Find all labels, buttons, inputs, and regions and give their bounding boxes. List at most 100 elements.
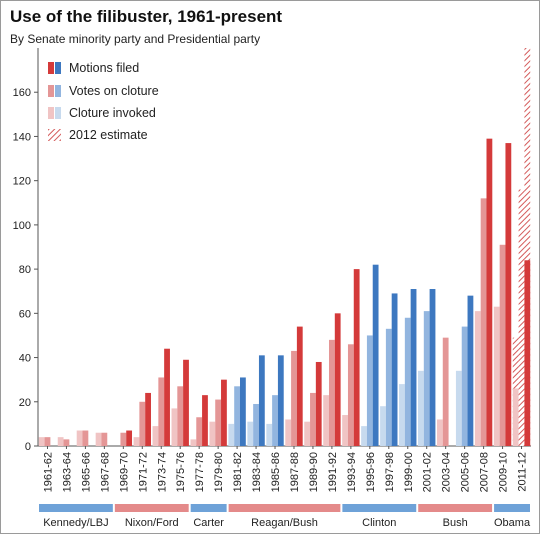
bars: [38, 48, 531, 447]
president-label: Kennedy/LBJ: [43, 517, 108, 529]
bar-motions-filed: [467, 295, 474, 446]
x-tick-label: 1965-66: [80, 452, 92, 492]
bar-votes-on-cloture: [234, 386, 240, 446]
legend-swatch-minority-dem: [48, 85, 54, 97]
bar-cloture-invoked: [380, 406, 386, 446]
x-tick-label: 1967-68: [99, 452, 111, 492]
bar-votes-on-cloture: [366, 335, 373, 446]
bar-motions-filed: [334, 313, 341, 446]
x-tick-label: 1993-94: [346, 452, 358, 492]
y-tick-label: 60: [19, 308, 31, 320]
chart-subtitle: By Senate minority party and Presidentia…: [10, 32, 261, 46]
bar-cloture-invoked: [57, 437, 64, 446]
bar-votes-on-cloture: [347, 344, 354, 446]
bar-cloture-invoked: [95, 432, 102, 446]
president-label: Reagan/Bush: [251, 517, 318, 529]
y-tick-label: 80: [19, 264, 31, 276]
bar-cloture-invoked: [342, 415, 348, 446]
bar-votes-on-cloture: [101, 432, 108, 446]
x-tick-label: 2001-02: [422, 452, 434, 492]
bar-votes-on-cloture: [329, 339, 335, 446]
bar-votes-on-cloture: [310, 392, 316, 446]
bar-motions-filed: [505, 143, 512, 447]
y-tick-label: 40: [19, 353, 31, 365]
bar-votes-on-cloture: [499, 244, 506, 446]
bar-votes-on-cloture: [404, 317, 411, 446]
president-band: [190, 504, 227, 512]
x-tick-label: 1987-88: [289, 452, 301, 492]
president-label: Obama: [494, 517, 531, 529]
bar-votes-on-cloture: [44, 437, 51, 446]
bar-votes-on-cloture: [461, 326, 468, 446]
bar-motions-filed-estimate: [524, 48, 531, 446]
legend-swatch-minority-rep: [55, 62, 61, 74]
bar-votes-on-cloture: [423, 311, 430, 446]
bar-cloture-invoked: [285, 419, 292, 446]
y-tick-label: 140: [13, 131, 31, 143]
bar-votes-on-cloture: [385, 328, 392, 446]
x-tick-label: 2005-06: [460, 452, 472, 492]
bar-votes-on-cloture: [139, 401, 146, 446]
x-tick-label: 1991-92: [327, 452, 339, 492]
legend-swatch-minority-rep: [55, 85, 61, 97]
bar-motions-filed: [221, 379, 227, 446]
bar-votes-on-cloture: [196, 417, 203, 446]
president-label: Bush: [443, 517, 468, 529]
bar-motions-filed: [258, 355, 265, 446]
bar-cloture-invoked: [209, 421, 216, 446]
x-tick-label: 2009-10: [498, 452, 510, 492]
axes: 0 20 40 60 80 100 120 140 160 1961-62 1963-64 1965-…: [13, 48, 531, 492]
bar-votes-on-cloture: [291, 350, 297, 446]
x-tick-label: 1979-80: [213, 452, 225, 492]
bar-motions-filed: [202, 395, 208, 446]
president-band: [228, 504, 341, 512]
bar-cloture-invoked: [474, 311, 481, 446]
bar-motions-filed: [524, 260, 531, 446]
x-tick-label: 1961-62: [42, 452, 54, 492]
x-tick-label: 1973-74: [156, 452, 168, 492]
bar-cloture-invoked: [323, 395, 330, 446]
bar-motions-filed: [391, 293, 398, 446]
legend-swatch-estimate: [48, 129, 61, 141]
president-label: Clinton: [362, 517, 396, 529]
bar-motions-filed: [410, 289, 417, 446]
bar-cloture-invoked: [228, 423, 235, 446]
bar-votes-on-cloture: [215, 399, 222, 446]
bar-votes-on-cloture: [120, 432, 127, 446]
x-tick-label: 1969-70: [118, 452, 130, 492]
chart-title: Use of the filibuster, 1961-present: [10, 7, 283, 26]
x-tick-label: 2003-04: [441, 452, 453, 492]
bar-cloture-invoked: [493, 306, 500, 446]
president-band: [494, 504, 530, 512]
bar-cloture-invoked: [190, 439, 197, 446]
bar-cloture-invoked: [76, 430, 83, 446]
president-band: [342, 504, 417, 512]
bar-cloture-invoked: [266, 423, 273, 446]
bar-motions-filed: [183, 359, 189, 446]
legend-label: Cloture invoked: [69, 106, 156, 120]
president-band: [39, 504, 113, 512]
bar-votes-on-cloture: [272, 395, 278, 446]
president-band: [114, 504, 189, 512]
bar-motions-filed: [315, 361, 322, 446]
x-tick-label: 1963-64: [61, 452, 73, 492]
x-tick-label: 1985-86: [270, 452, 282, 492]
bar-cloture-invoked: [304, 421, 311, 446]
bar-votes-on-cloture: [480, 198, 487, 446]
president-label: Nixon/Ford: [125, 517, 179, 529]
legend-label: Votes on cloture: [69, 84, 159, 98]
bar-cloture-invoked: [361, 426, 367, 446]
legend-swatch-minority-dem: [48, 107, 54, 119]
bar-votes-on-cloture: [177, 386, 184, 446]
bar-motions-filed: [277, 355, 284, 446]
bar-cloture-invoked: [436, 419, 443, 446]
bar-motions-filed: [429, 289, 436, 446]
president-label: Carter: [193, 517, 224, 529]
bar-motions-filed: [145, 392, 151, 446]
legend-swatch-minority-rep: [55, 107, 61, 119]
bar-motions-filed: [486, 138, 493, 446]
x-tick-label: 1995-96: [365, 452, 377, 492]
bar-cloture-invoked: [418, 370, 424, 446]
